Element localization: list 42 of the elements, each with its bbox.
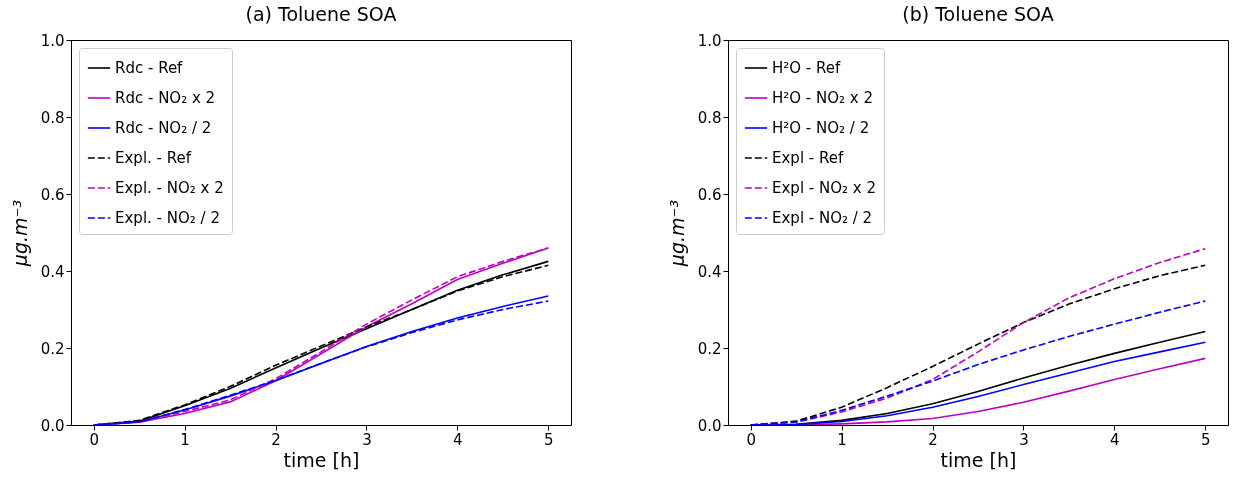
legend-label: Rdc - Ref — [115, 59, 184, 77]
x-tick-label: 5 — [1201, 430, 1211, 449]
legend-label: Expl. - NO₂ x 2 — [115, 179, 224, 197]
y-tick-label: 0.4 — [697, 262, 722, 281]
y-tick-label: 0.4 — [40, 262, 65, 281]
legend-label: Expl - NO₂ x 2 — [772, 179, 876, 197]
y-tick-label: 1.0 — [697, 31, 722, 50]
legend-label: Expl. - Ref — [115, 149, 192, 167]
y-tick-label: 0.6 — [697, 185, 722, 204]
chart-title: (b) Toluene SOA — [902, 3, 1054, 25]
y-tick-label: 0.8 — [697, 108, 722, 127]
y-tick-label: 0.8 — [40, 108, 65, 127]
y-axis-title: μg.m⁻³ — [665, 199, 688, 268]
y-tick-label: 0.2 — [697, 339, 722, 358]
x-axis-title: time [h] — [940, 448, 1017, 471]
legend-label: H²O - Ref — [772, 59, 842, 77]
x-tick-label: 2 — [271, 430, 281, 449]
x-tick-label: 4 — [1110, 430, 1120, 449]
y-tick-label: 0.0 — [40, 416, 65, 435]
y-tick-label: 1.0 — [40, 31, 65, 50]
x-tick-label: 1 — [837, 430, 847, 449]
chart-title: (a) Toluene SOA — [245, 3, 397, 25]
x-tick-label: 0 — [746, 430, 756, 449]
x-tick-label: 3 — [1019, 430, 1029, 449]
y-tick-label: 0.6 — [40, 185, 65, 204]
legend-label: H²O - NO₂ / 2 — [772, 119, 870, 137]
x-tick-label: 4 — [453, 430, 463, 449]
x-tick-label: 5 — [544, 430, 554, 449]
legend-label: Rdc - NO₂ / 2 — [115, 119, 212, 137]
y-tick-label: 0.2 — [40, 339, 65, 358]
x-tick-label: 3 — [362, 430, 372, 449]
legend-label: Expl - Ref — [772, 149, 844, 167]
legend-label: H²O - NO₂ x 2 — [772, 89, 874, 107]
x-tick-label: 2 — [928, 430, 938, 449]
legend-label: Expl. - NO₂ / 2 — [115, 209, 220, 227]
x-tick-label: 0 — [89, 430, 99, 449]
legend-label: Rdc - NO₂ x 2 — [115, 89, 216, 107]
legend-label: Expl - NO₂ / 2 — [772, 209, 873, 227]
x-tick-label: 1 — [180, 430, 190, 449]
y-axis-title: μg.m⁻³ — [8, 199, 31, 268]
y-tick-label: 0.0 — [697, 416, 722, 435]
x-axis-title: time [h] — [283, 448, 360, 471]
